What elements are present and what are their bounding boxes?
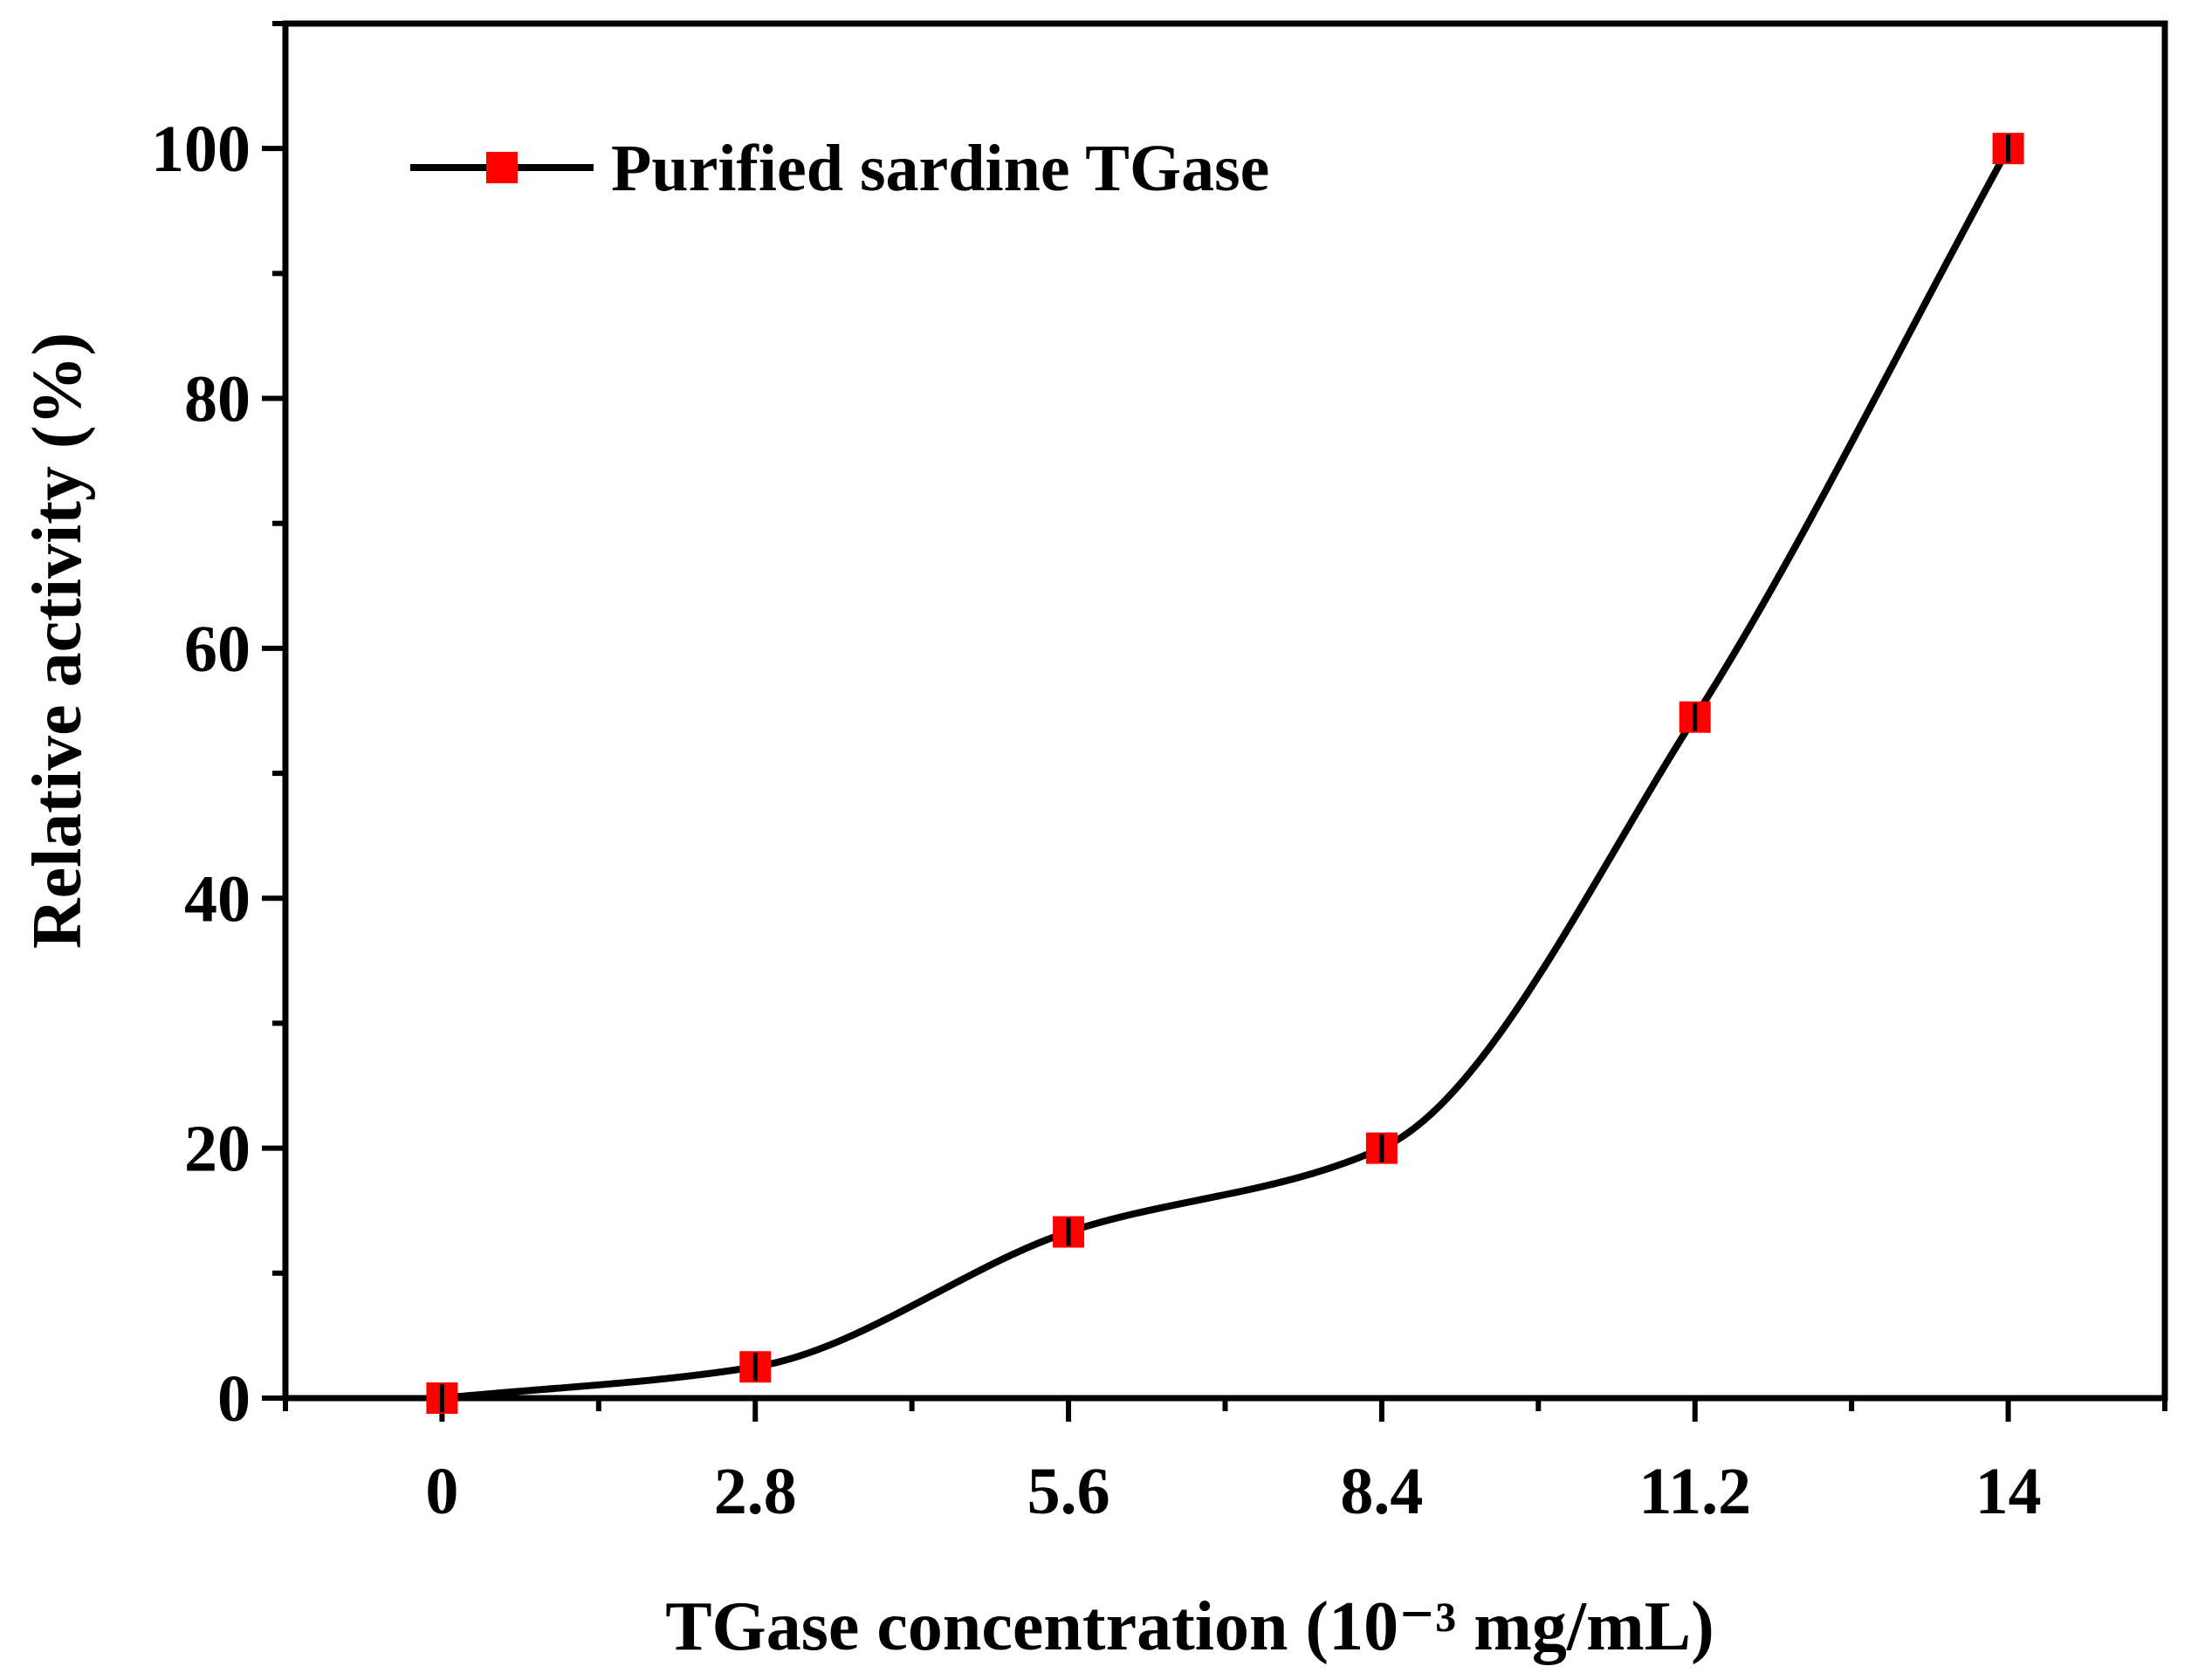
y-tick-label: 100	[151, 113, 251, 186]
legend-marker	[486, 152, 518, 183]
y-tick-label: 60	[184, 613, 251, 686]
x-tick-label: 11.2	[1638, 1455, 1751, 1528]
y-tick-label: 0	[217, 1362, 251, 1436]
x-tick-label: 14	[1975, 1455, 2042, 1528]
plot-layer	[426, 133, 2024, 1414]
legend-label: Purified sardine TGase	[611, 132, 1269, 205]
y-tick-label: 80	[184, 363, 251, 436]
x-tick-label: 8.4	[1340, 1455, 1423, 1528]
x-tick-label: 0	[425, 1455, 458, 1528]
axes-layer: 0 20 40 60 80 100 0 2.8 5.6 8.4 11.2 14	[151, 20, 2168, 1528]
x-tick-label: 5.6	[1027, 1455, 1110, 1528]
y-tick-label: 20	[184, 1113, 251, 1186]
y-tick-label: 40	[184, 862, 251, 936]
y-axis-title: Relative activity (%)	[19, 333, 96, 949]
legend: Purified sardine TGase	[410, 132, 1269, 205]
x-tick-label: 2.8	[714, 1455, 797, 1528]
x-axis-title: TGase concentration (10⁻³ mg/mL)	[665, 1588, 1714, 1665]
